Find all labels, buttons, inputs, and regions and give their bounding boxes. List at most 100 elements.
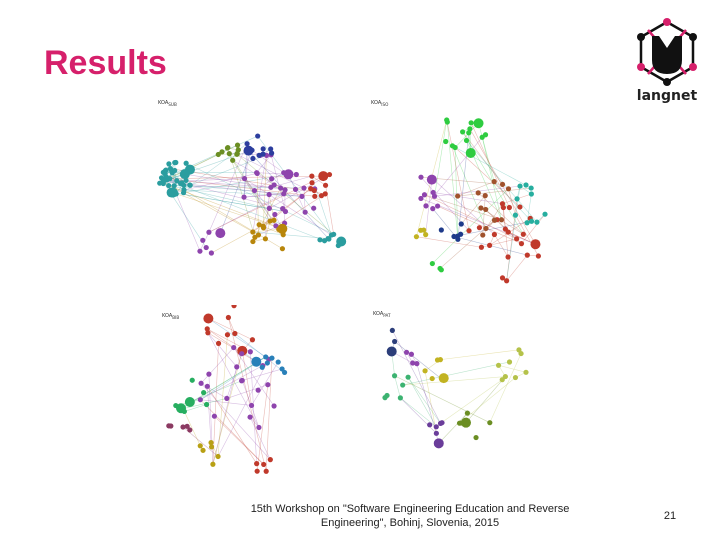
network-edge bbox=[242, 368, 283, 381]
panel-label: KOAISO bbox=[371, 100, 389, 107]
network-node bbox=[163, 167, 169, 173]
network-node bbox=[318, 193, 325, 199]
panel-label: KOABIB bbox=[162, 313, 180, 320]
network-node bbox=[400, 382, 406, 388]
network-edge bbox=[228, 317, 236, 334]
network-edge bbox=[254, 172, 284, 191]
network-node bbox=[535, 253, 541, 259]
network-node bbox=[203, 401, 210, 408]
network-node bbox=[435, 203, 441, 209]
network-edge bbox=[265, 221, 271, 239]
network-node bbox=[439, 377, 445, 383]
network-node bbox=[197, 443, 203, 449]
network-node bbox=[198, 380, 204, 386]
panel-label: KOAPAT bbox=[373, 311, 391, 318]
network-node bbox=[421, 192, 428, 198]
network-node bbox=[201, 390, 207, 396]
network-node bbox=[498, 217, 505, 223]
network-node bbox=[309, 173, 315, 179]
network-node bbox=[397, 395, 403, 401]
network-edge bbox=[217, 334, 228, 457]
network-edge bbox=[482, 220, 495, 236]
network-edge bbox=[172, 192, 286, 212]
network-edge bbox=[180, 356, 266, 410]
network-node bbox=[514, 236, 520, 242]
network-node bbox=[534, 219, 540, 225]
network-edge bbox=[212, 366, 238, 465]
network-node bbox=[263, 468, 269, 474]
network-node bbox=[500, 204, 507, 211]
network-node bbox=[249, 337, 256, 343]
network-node bbox=[499, 275, 506, 281]
network-node bbox=[517, 204, 523, 210]
network-node bbox=[512, 212, 519, 218]
network-edge bbox=[226, 353, 243, 399]
network-node bbox=[269, 150, 275, 156]
network-node bbox=[265, 382, 271, 388]
network-edge bbox=[470, 122, 510, 208]
network-edge bbox=[170, 168, 326, 195]
network-edge bbox=[180, 356, 266, 409]
network-node bbox=[523, 369, 529, 375]
network-edge bbox=[394, 375, 490, 423]
network-node bbox=[167, 165, 174, 172]
network-edge bbox=[200, 399, 252, 406]
network-edge bbox=[494, 234, 509, 258]
network-edge bbox=[402, 376, 506, 386]
network-node bbox=[215, 453, 221, 460]
network-node bbox=[430, 206, 436, 212]
network-edge bbox=[457, 181, 495, 197]
network-node bbox=[263, 354, 269, 360]
network-node bbox=[256, 424, 262, 431]
network-edge bbox=[243, 150, 249, 198]
network-edge bbox=[162, 181, 302, 197]
network-node bbox=[421, 227, 427, 233]
network-node bbox=[275, 359, 281, 365]
network-edge bbox=[163, 181, 259, 236]
network-node bbox=[177, 406, 184, 412]
network-node bbox=[487, 242, 493, 248]
network-edge bbox=[462, 131, 503, 185]
network-edge bbox=[212, 343, 219, 465]
network-node bbox=[271, 403, 277, 409]
network-node bbox=[431, 193, 438, 199]
network-node bbox=[312, 193, 318, 199]
network-node bbox=[524, 252, 530, 258]
network-node bbox=[505, 186, 512, 192]
network-edge bbox=[424, 194, 517, 240]
network-edge bbox=[249, 416, 271, 460]
network-edge bbox=[228, 317, 267, 472]
network-edge bbox=[493, 181, 532, 222]
network-node bbox=[279, 246, 286, 252]
network-node bbox=[184, 396, 195, 407]
network-edge bbox=[457, 187, 532, 197]
network-edge bbox=[515, 214, 539, 257]
network-node bbox=[183, 160, 189, 166]
network-node bbox=[458, 420, 464, 426]
network-node bbox=[171, 183, 177, 189]
network-edge bbox=[208, 318, 266, 358]
network-node bbox=[518, 241, 525, 247]
network-edge bbox=[181, 182, 283, 209]
network-edge bbox=[459, 377, 516, 424]
network-node bbox=[184, 423, 190, 429]
network-node bbox=[276, 226, 282, 232]
network-node bbox=[205, 330, 211, 336]
network-node bbox=[413, 234, 420, 240]
network-edge bbox=[432, 178, 495, 235]
network-edge bbox=[176, 193, 283, 230]
network-edge bbox=[200, 362, 268, 400]
network-node bbox=[267, 457, 273, 463]
network-node bbox=[250, 155, 256, 162]
network-node bbox=[187, 427, 193, 433]
network-node bbox=[299, 193, 305, 199]
network-node bbox=[482, 193, 488, 199]
network-node bbox=[473, 434, 479, 441]
network-node bbox=[530, 239, 541, 250]
network-node bbox=[437, 420, 444, 426]
network-edge bbox=[252, 155, 267, 233]
network-edge bbox=[437, 205, 522, 244]
network-edge bbox=[183, 184, 284, 195]
network-node bbox=[231, 344, 237, 351]
network-node bbox=[466, 130, 472, 136]
